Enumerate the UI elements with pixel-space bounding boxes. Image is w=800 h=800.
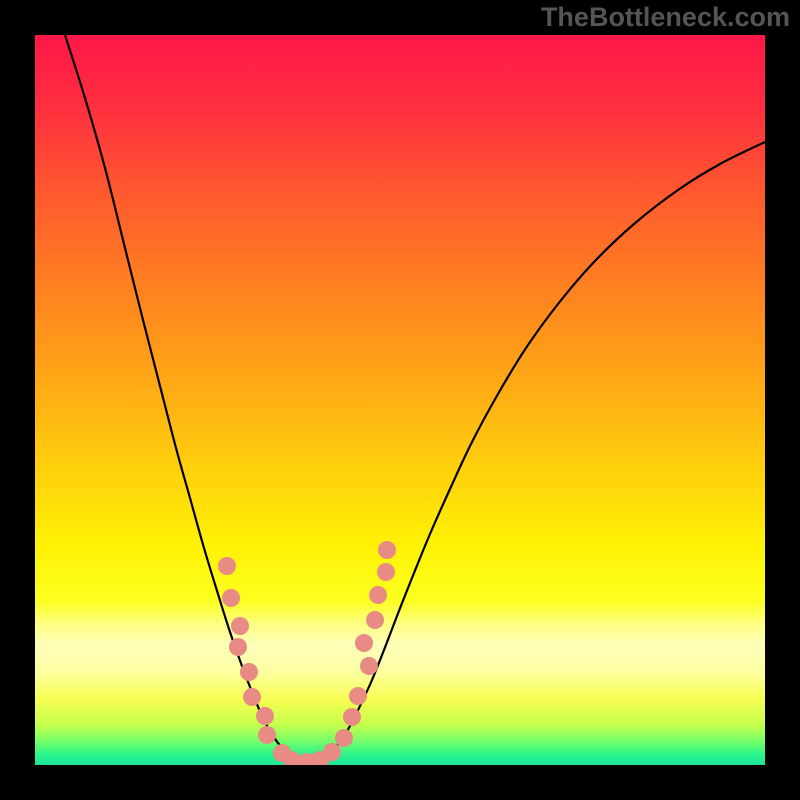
data-dot: [335, 729, 353, 747]
data-dot: [243, 688, 261, 706]
data-dot: [231, 617, 249, 635]
data-dot: [349, 687, 367, 705]
data-dot: [360, 657, 378, 675]
data-dot: [258, 726, 276, 744]
data-dot: [222, 589, 240, 607]
plot-background: [35, 35, 765, 765]
data-dot: [378, 541, 396, 559]
data-dot: [355, 634, 373, 652]
data-dot: [229, 638, 247, 656]
data-dot: [323, 743, 341, 761]
data-dot: [256, 707, 274, 725]
data-dot: [366, 611, 384, 629]
data-dot: [369, 586, 387, 604]
watermark-text: TheBottleneck.com: [541, 2, 790, 33]
data-dot: [240, 663, 258, 681]
data-dot: [343, 708, 361, 726]
chart-svg: [0, 0, 800, 800]
data-dot: [377, 563, 395, 581]
data-dot: [218, 557, 236, 575]
